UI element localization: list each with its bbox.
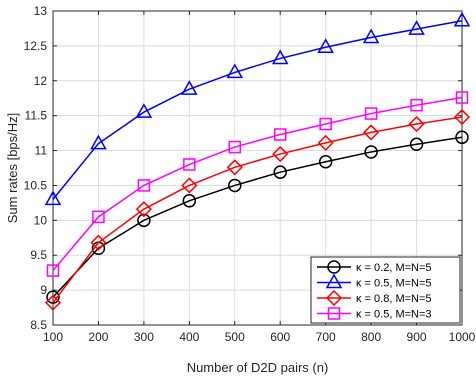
legend-box — [310, 256, 461, 324]
series-1 — [46, 130, 469, 304]
data-point-square — [319, 117, 332, 131]
plot-area-frame — [52, 10, 463, 326]
data-point-diamond — [44, 294, 62, 311]
series-group — [44, 11, 471, 311]
data-point-diamond — [453, 109, 471, 126]
x-tick-label: 500 — [225, 330, 245, 344]
y-tick-label: 11 — [35, 144, 48, 158]
data-point-square — [455, 91, 469, 104]
legend-marker-square — [327, 307, 341, 320]
data-point-circle — [46, 290, 60, 304]
data-point-diamond — [272, 145, 289, 163]
data-point-square — [228, 140, 242, 154]
y-tick-label: 12 — [34, 74, 48, 88]
data-point-square — [46, 264, 60, 277]
legend-entry: κ = 0.2, M=N=5 — [317, 260, 432, 274]
y-tick-label: 11.5 — [25, 109, 48, 123]
series-line — [52, 136, 463, 298]
y-tick-label: 8.5 — [30, 318, 47, 332]
data-point-circle — [273, 165, 287, 179]
x-tick-label: 600 — [270, 330, 290, 344]
x-tick-label: 400 — [179, 330, 199, 344]
series-3 — [44, 109, 471, 311]
axis-ticks: 100 200 300 400 500 600 700 800 900 1000 8.5 9 9.5 10… — [24, 4, 476, 344]
series-2 — [44, 11, 471, 206]
x-tick-label: 200 — [88, 330, 108, 344]
x-tick-label: 900 — [407, 330, 427, 344]
legend-entry: κ = 0.5, M=N=3 — [317, 307, 432, 321]
data-point-diamond — [363, 124, 380, 141]
data-point-triangle — [135, 103, 153, 118]
legend-entry: κ = 0.5, M=N=5 — [317, 273, 432, 290]
legend-label: κ = 0.8, M=N=5 — [356, 293, 432, 305]
legend-label: κ = 0.5, M=N=5 — [356, 278, 432, 290]
x-tick-label: 700 — [316, 330, 336, 344]
legend: κ = 0.2, M=N=5 κ = 0.5, M=N=5 κ = 0.8, M=N… — [310, 256, 461, 324]
data-point-square — [364, 107, 378, 120]
data-point-triangle — [271, 49, 289, 65]
data-point-triangle — [226, 63, 244, 79]
data-point-triangle — [181, 80, 198, 95]
data-point-circle — [409, 137, 424, 152]
data-point-square — [410, 98, 423, 112]
data-point-circle — [318, 154, 333, 169]
x-tick-label: 100 — [43, 330, 63, 344]
legend-marker-triangle — [325, 273, 343, 289]
y-tick-label: 9 — [40, 283, 47, 297]
series-line — [52, 96, 463, 272]
y-tick-label: 10 — [34, 213, 48, 227]
data-point-triangle — [453, 11, 471, 27]
series-line — [52, 116, 463, 304]
x-tick-label: 800 — [361, 330, 381, 344]
data-point-circle — [228, 178, 242, 193]
legend-label: κ = 0.5, M=N=3 — [356, 309, 432, 321]
y-tick-label: 12.5 — [24, 39, 48, 53]
data-point-triangle — [362, 28, 380, 44]
y-tick-label: 9.5 — [30, 248, 47, 262]
data-point-triangle — [90, 134, 107, 150]
x-tick-label: 1000 — [449, 330, 476, 344]
data-point-diamond — [408, 115, 425, 133]
data-point-diamond — [317, 134, 334, 151]
y-axis-label: Sum rates [bps/Hz] — [5, 113, 20, 224]
series-4 — [46, 91, 469, 277]
data-point-triangle — [408, 20, 425, 35]
data-point-circle — [137, 213, 151, 228]
data-point-square — [92, 210, 105, 224]
data-point-circle — [364, 145, 378, 159]
data-point-triangle — [44, 190, 62, 206]
legend-marker-diamond — [325, 289, 343, 307]
x-tick-label: 300 — [134, 330, 154, 344]
data-point-square — [137, 179, 151, 192]
data-point-triangle — [317, 38, 334, 54]
legend-label: κ = 0.2, M=N=5 — [356, 262, 432, 274]
y-tick-label: 13 — [34, 4, 48, 18]
series-line — [52, 20, 463, 200]
legend-entry: κ = 0.8, M=N=5 — [317, 289, 432, 307]
data-point-circle — [182, 194, 197, 208]
data-point-diamond — [181, 177, 198, 194]
data-point-circle — [455, 130, 469, 145]
data-point-diamond — [226, 159, 243, 176]
x-axis-label: Number of D2D pairs (n) — [187, 360, 329, 375]
y-tick-label: 10.5 — [24, 178, 48, 192]
data-point-square — [183, 158, 196, 171]
legend-marker-circle — [327, 260, 341, 274]
data-point-diamond — [90, 234, 107, 251]
data-point-diamond — [135, 201, 152, 218]
data-point-square — [273, 128, 287, 141]
